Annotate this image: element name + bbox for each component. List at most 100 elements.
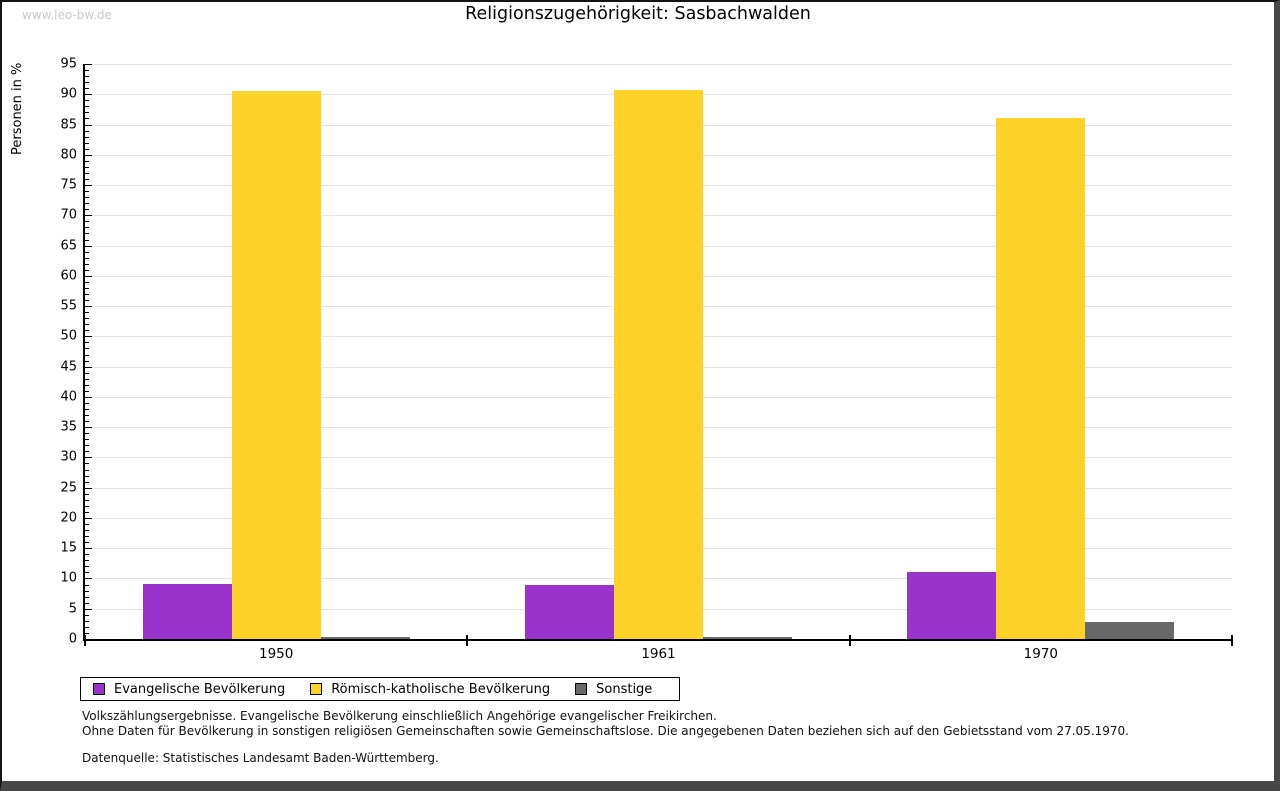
y-minor-tick [85,415,89,417]
y-minor-tick [85,421,89,423]
y-minor-tick [85,136,89,138]
y-major-tick [85,94,92,96]
y-minor-tick [85,209,89,211]
bar [231,90,321,639]
y-tick-label: 20 [60,510,77,526]
y-major-tick [85,215,92,217]
y-tick-label: 0 [68,631,77,647]
chart-title: Religionszugehörigkeit: Sasbachwalden [465,4,811,24]
x-category-label: 1961 [641,646,676,662]
y-minor-tick [85,233,89,235]
y-minor-tick [85,384,89,386]
y-major-tick [85,124,92,126]
y-major-tick [85,366,92,368]
y-minor-tick [85,524,89,525]
y-minor-tick [85,312,89,314]
y-minor-tick [85,614,89,616]
y-minor-tick [85,439,89,441]
y-minor-tick [85,191,89,193]
y-minor-tick [85,360,89,362]
y-minor-tick [85,70,89,72]
legend-swatch [575,683,588,695]
y-minor-tick [85,451,89,453]
y-tick-label: 35 [60,419,77,435]
legend-entry: Evangelische Bevölkerung [93,682,285,697]
legend-swatch [310,683,323,695]
footnotes: Volkszählungsergebnisse. Evangelische Be… [82,709,1129,739]
legend-entry: Römisch-katholische Bevölkerung [310,682,550,697]
legend: Evangelische Bevölkerung Römisch-katholis… [80,677,680,701]
y-minor-tick [85,106,89,108]
y-minor-tick [85,481,89,483]
x-boundary-tick [84,635,86,646]
y-tick-label: 70 [60,207,77,223]
y-minor-tick [85,179,89,180]
bar [614,90,703,639]
bar [1085,622,1175,639]
y-minor-tick [85,263,89,265]
y-minor-tick [85,530,89,532]
y-tick-label: 95 [60,56,77,72]
y-tick-label: 25 [60,480,77,496]
y-minor-tick [85,130,89,132]
y-minor-tick [85,197,89,199]
y-minor-tick [85,475,89,477]
y-minor-tick [85,300,89,302]
y-minor-tick [85,469,89,471]
gridline [85,64,1232,65]
y-axis-title: Personen in % [10,62,25,155]
y-minor-tick [85,372,89,374]
y-minor-tick [85,160,89,162]
y-major-tick [85,548,92,550]
y-minor-tick [85,166,89,168]
y-tick-label: 65 [60,238,77,254]
bar [142,583,232,639]
y-minor-tick [85,330,89,332]
y-minor-tick [85,493,89,495]
y-major-tick [85,275,92,277]
y-minor-tick [85,402,89,404]
y-minor-tick [85,251,89,253]
x-boundary-tick [1231,635,1233,646]
y-tick-label: 85 [60,117,77,133]
y-tick-label: 50 [60,328,77,344]
y-minor-tick [85,566,89,568]
y-minor-tick [85,590,89,592]
y-minor-tick [85,294,89,295]
bar [525,585,614,639]
y-minor-tick [85,554,89,556]
y-major-tick [85,185,92,187]
y-minor-tick [85,76,89,78]
y-tick-label: 15 [60,540,77,556]
y-minor-tick [85,269,89,271]
y-minor-tick [85,542,89,544]
y-minor-tick [85,584,89,586]
legend-swatch [93,683,105,695]
y-minor-tick [85,142,89,144]
x-category-label: 1950 [258,646,294,662]
y-tick-label: 80 [60,147,77,163]
y-tick-label: 10 [60,570,77,586]
y-minor-tick [85,257,89,259]
y-minor-tick [85,536,89,538]
y-minor-tick [85,463,89,465]
y-minor-tick [85,281,89,283]
y-minor-tick [85,239,89,241]
bar [320,637,410,639]
y-major-tick [85,336,92,338]
y-tick-label: 60 [60,268,77,284]
y-major-tick [85,487,92,489]
watermark: www.leo-bw.de [22,8,112,22]
y-major-tick [85,64,92,65]
y-minor-tick [85,560,89,562]
bar [907,571,997,639]
bar [703,637,792,639]
y-minor-tick [85,318,89,320]
y-minor-tick [85,505,89,507]
legend-entry: Sonstige [575,682,652,697]
y-minor-tick [85,148,89,150]
y-minor-tick [85,348,89,350]
y-major-tick [85,457,92,459]
y-minor-tick [85,221,89,223]
